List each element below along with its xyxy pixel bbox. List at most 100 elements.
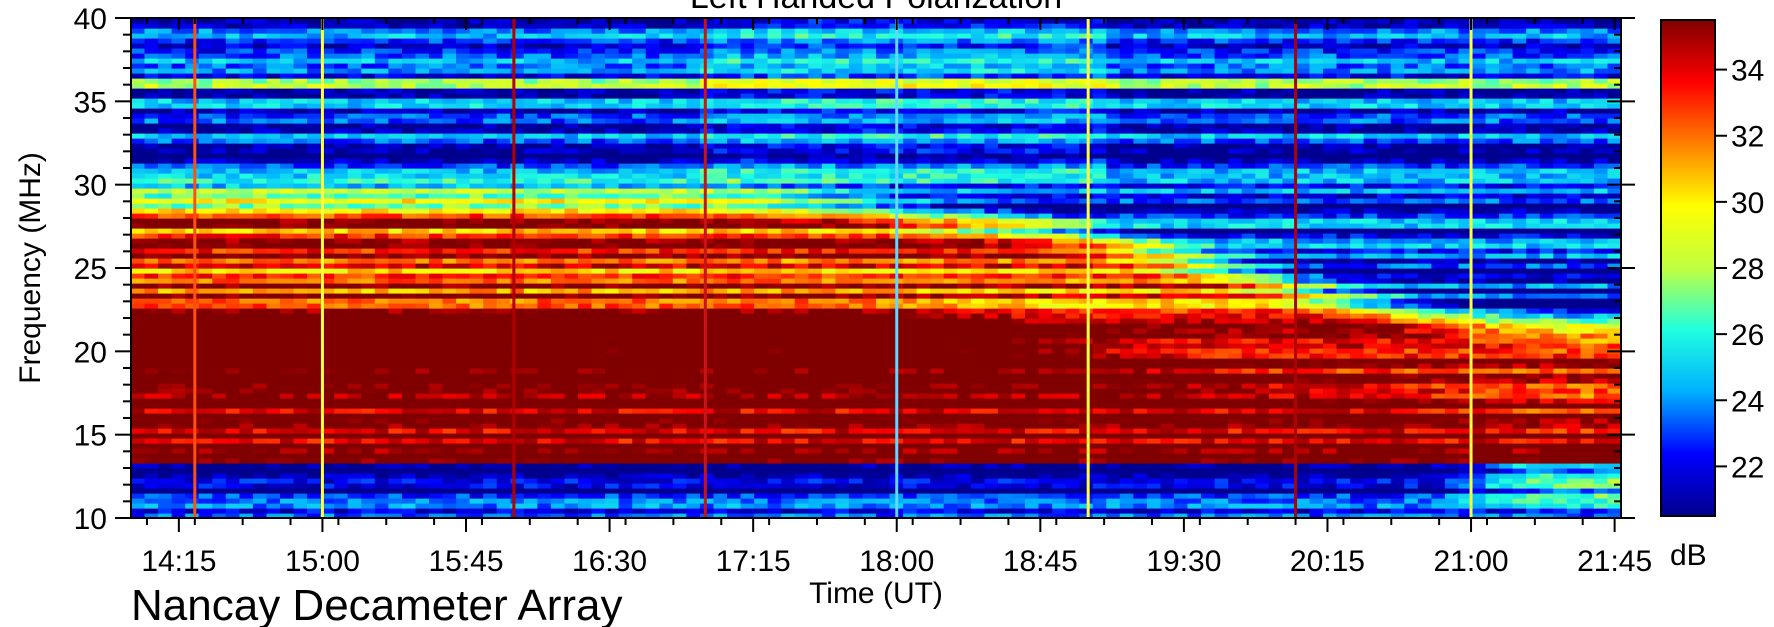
heatmap-cell <box>252 373 268 379</box>
heatmap-cell <box>957 413 972 419</box>
heatmap-cell <box>1295 493 1311 499</box>
heatmap-cell <box>1011 333 1026 339</box>
heatmap-cell <box>361 448 376 454</box>
heatmap-cell <box>672 303 687 309</box>
heatmap-cell <box>659 348 674 354</box>
heatmap-cell <box>1187 343 1202 349</box>
heatmap-cell <box>1025 458 1040 464</box>
heatmap-cell <box>713 423 728 429</box>
heatmap-cell <box>293 413 308 419</box>
heatmap-cell <box>821 313 836 319</box>
heatmap-cell <box>1390 418 1405 424</box>
heatmap-cell <box>591 313 606 319</box>
heatmap-cell <box>550 373 566 379</box>
heatmap-cell <box>1458 493 1473 499</box>
heatmap-cell <box>442 488 457 494</box>
heatmap-cell <box>1458 303 1473 309</box>
heatmap-cell <box>591 298 606 304</box>
heatmap-cell <box>1350 428 1365 434</box>
heatmap-cell <box>1444 458 1460 464</box>
heatmap-cell <box>212 383 227 389</box>
heatmap-cell <box>239 503 254 509</box>
heatmap-cell <box>848 393 864 399</box>
heatmap-cell <box>1011 413 1026 419</box>
heatmap-cell <box>1282 508 1297 514</box>
heatmap-cell <box>131 463 146 469</box>
heatmap-cell <box>1106 418 1121 424</box>
heatmap-cell <box>1187 373 1202 379</box>
heatmap-cell <box>1417 488 1432 494</box>
heatmap-cell <box>347 468 362 474</box>
heatmap-cell <box>1146 503 1162 509</box>
heatmap-cell <box>171 323 186 329</box>
heatmap-cell <box>1539 438 1554 444</box>
heatmap-cell <box>1011 423 1026 429</box>
heatmap-cell <box>821 318 836 324</box>
heatmap-cell <box>1106 358 1121 364</box>
heatmap-cell <box>347 463 362 469</box>
heatmap-cell <box>415 468 430 474</box>
heatmap-cell <box>401 413 417 419</box>
heatmap-cell <box>997 498 1013 504</box>
heatmap-cell <box>1079 393 1094 399</box>
heatmap-cell <box>1580 393 1595 399</box>
heatmap-cell <box>1390 493 1405 499</box>
heatmap-cell <box>1526 468 1541 474</box>
heatmap-cell <box>632 468 647 474</box>
heatmap-cell <box>1201 458 1216 464</box>
heatmap-cell <box>1201 323 1216 329</box>
heatmap-cell <box>821 373 836 379</box>
heatmap-cell <box>510 333 525 339</box>
heatmap-cell <box>1133 468 1148 474</box>
heatmap-cell <box>1119 488 1134 494</box>
heatmap-cell <box>1458 433 1473 439</box>
heatmap-cell <box>1553 413 1568 419</box>
heatmap-cell <box>1214 403 1229 409</box>
heatmap-cell <box>1539 368 1554 374</box>
heatmap-cell <box>1038 308 1053 314</box>
heatmap-cell <box>429 493 444 499</box>
heatmap-cell <box>1431 328 1446 334</box>
heatmap-cell <box>1038 358 1053 364</box>
heatmap-cell <box>903 473 918 479</box>
heatmap-cell <box>1566 453 1581 459</box>
heatmap-cell <box>794 338 809 344</box>
heatmap-cell <box>1187 488 1202 494</box>
heatmap-cell <box>1580 328 1595 334</box>
heatmap-cell <box>1593 378 1609 384</box>
heatmap-cell <box>876 468 891 474</box>
heatmap-cell <box>564 468 579 474</box>
heatmap-cell <box>984 398 999 404</box>
heatmap-cell <box>1241 323 1256 329</box>
heatmap-cell <box>754 493 769 499</box>
heatmap-cell <box>1553 483 1568 489</box>
heatmap-cell <box>618 313 633 319</box>
heatmap-cell <box>578 358 593 364</box>
heatmap-cell <box>1282 328 1297 334</box>
heatmap-cell <box>672 348 687 354</box>
heatmap-cell <box>415 373 430 379</box>
heatmap-cell <box>1174 383 1189 389</box>
heatmap-cell <box>1566 458 1581 464</box>
heatmap-cell <box>1553 493 1568 499</box>
heatmap-cell <box>1079 298 1094 304</box>
heatmap-cell <box>212 443 227 449</box>
heatmap-cell <box>212 408 227 414</box>
heatmap-cell <box>1350 458 1365 464</box>
heatmap-cell <box>1079 323 1094 329</box>
heatmap-cell <box>916 333 931 339</box>
heatmap-cell <box>1119 418 1134 424</box>
heatmap-cell <box>225 353 240 359</box>
heatmap-cell <box>158 353 173 359</box>
heatmap-cell <box>1295 503 1311 509</box>
heatmap-cell <box>1106 413 1121 419</box>
heatmap-cell <box>1526 323 1541 329</box>
heatmap-cell <box>564 378 579 384</box>
heatmap-cell <box>374 478 389 484</box>
heatmap-cell <box>605 293 620 299</box>
heatmap-cell <box>537 483 552 489</box>
heatmap-cell <box>1106 438 1121 444</box>
heatmap-cell <box>185 443 200 449</box>
heatmap-cell <box>1065 513 1080 518</box>
heatmap-cell <box>984 383 999 389</box>
